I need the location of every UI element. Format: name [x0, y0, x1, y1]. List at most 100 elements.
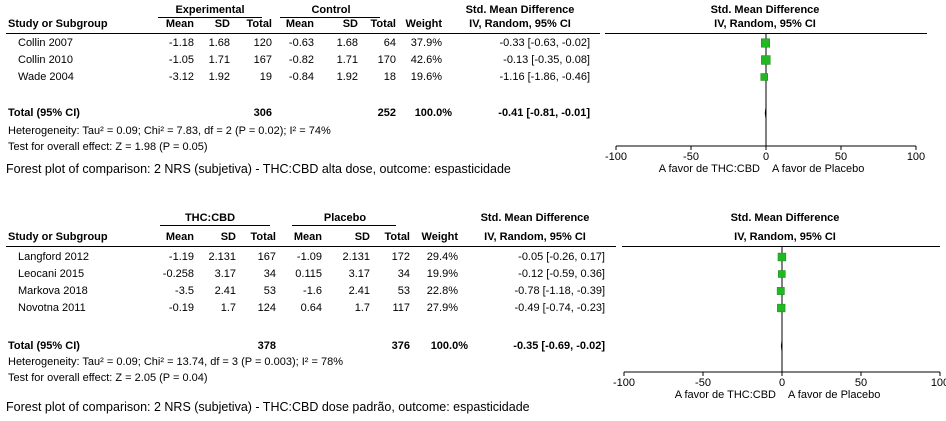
study-mean1: -0.19 — [168, 302, 194, 314]
study-mean1: -1.18 — [168, 37, 194, 49]
study-ci: -0.49 [-0.74, -0.23] — [514, 302, 606, 314]
group1-header: THC:CBD — [184, 212, 236, 224]
pooled-effect-diamond — [780, 341, 782, 351]
study-sd2: 1.92 — [336, 71, 358, 83]
study-weight: 29.4% — [426, 251, 458, 263]
study-n2: 172 — [391, 251, 410, 263]
study-mean2: -1.09 — [296, 251, 322, 263]
study-marker — [760, 73, 769, 81]
study-sd1: 3.17 — [214, 268, 236, 280]
study-n1: 53 — [263, 285, 276, 297]
study-name: Novotna 2011 — [18, 302, 86, 314]
study-ci: -0.33 [-0.63, -0.02] — [499, 37, 591, 49]
weight-header: Weight — [405, 18, 442, 30]
study-mean1: -3.5 — [175, 285, 194, 297]
study-ci: -0.12 [-0.59, 0.36] — [518, 268, 605, 280]
study-ci: -0.13 [-0.35, 0.08] — [503, 54, 590, 66]
weight-header: Weight — [421, 231, 458, 243]
study-n1: 19 — [259, 71, 272, 83]
study-mean2: -0.84 — [288, 71, 314, 83]
plot-header-rule — [622, 246, 940, 247]
effect-title-header: Std. Mean Difference — [465, 4, 575, 16]
study-column-header: Study or Subgroup — [8, 231, 108, 243]
total-label: Total (95% CI) — [8, 107, 80, 119]
x-tick-label: 50 — [855, 377, 867, 389]
sd2-header: SD — [354, 231, 370, 243]
total-n2: 252 — [377, 107, 396, 119]
study-sd2: 3.17 — [348, 268, 370, 280]
x-tick-label: 100 — [931, 377, 946, 389]
group1-header: Experimental — [175, 4, 245, 16]
study-weight: 37.9% — [410, 37, 442, 49]
x-tick-label: 0 — [763, 151, 769, 163]
study-sd2: 2.131 — [342, 251, 370, 263]
x-tick-label: -100 — [613, 377, 635, 389]
study-name: Wade 2004 — [18, 71, 74, 83]
study-sd2: 1.71 — [336, 54, 358, 66]
study-mean1: -0.258 — [162, 268, 194, 280]
study-marker — [760, 38, 771, 48]
study-n2: 170 — [377, 54, 396, 66]
total2-header: Total — [384, 231, 410, 243]
study-name: Collin 2010 — [18, 54, 74, 66]
pooled-effect-diamond — [764, 108, 766, 118]
forest-plot-standard-dose: THC:CBD Placebo Std. Mean Difference Std… — [0, 208, 946, 421]
study-mean2: -0.63 — [288, 37, 314, 49]
study-ci: -0.05 [-0.26, 0.17] — [518, 251, 605, 263]
study-sd2: 1.68 — [336, 37, 358, 49]
study-n2: 18 — [383, 71, 396, 83]
study-name: Langford 2012 — [18, 251, 89, 263]
plot-title-header: Std. Mean Difference — [730, 212, 840, 224]
total-ci: -0.41 [-0.81, -0.01] — [498, 107, 590, 119]
group2-underline — [292, 225, 396, 226]
effect-method-header: IV, Random, 95% CI — [469, 18, 571, 30]
study-sd2: 2.41 — [348, 285, 370, 297]
total1-header: Total — [250, 231, 276, 243]
favours-right-label: A favor de Placebo — [772, 163, 864, 175]
plot-method-header: IV, Random, 95% CI — [714, 18, 816, 30]
study-n1: 167 — [257, 251, 276, 263]
total-weight: 100.0% — [414, 107, 452, 119]
x-tick-label: 50 — [835, 151, 847, 163]
study-ci: -0.78 [-1.18, -0.39] — [514, 285, 606, 297]
study-weight: 19.9% — [426, 268, 458, 280]
study-sd2: 1.7 — [354, 302, 370, 314]
favours-right-label: A favor de Placebo — [788, 389, 880, 401]
study-marker — [761, 55, 771, 65]
total1-header: Total — [246, 18, 272, 30]
overall-effect-text: Test for overall effect: Z = 2.05 (P = 0… — [8, 372, 208, 384]
study-n2: 34 — [397, 268, 410, 280]
study-sd1: 1.68 — [208, 37, 230, 49]
study-weight: 22.8% — [426, 285, 458, 297]
study-n1: 124 — [257, 302, 276, 314]
x-tick-label: 100 — [907, 151, 925, 163]
total-n1: 378 — [257, 340, 276, 352]
group2-header: Placebo — [323, 212, 367, 224]
study-name: Collin 2007 — [18, 37, 74, 49]
group2-header: Control — [311, 4, 351, 16]
heterogeneity-text: Heterogeneity: Tau² = 0.09; Chi² = 7.83,… — [8, 125, 331, 137]
overall-effect-text: Test for overall effect: Z = 1.98 (P = 0… — [8, 141, 208, 153]
sd2-header: SD — [342, 18, 358, 30]
plot-header-rule — [605, 33, 927, 34]
plot-method-header: IV, Random, 95% CI — [734, 231, 836, 243]
x-tick-label: -100 — [605, 151, 627, 163]
forest-plot-high-dose: Experimental Control Std. Mean Differenc… — [0, 0, 946, 200]
effect-title-header: Std. Mean Difference — [480, 212, 590, 224]
x-tick-label: -50 — [683, 151, 699, 163]
total-label: Total (95% CI) — [8, 340, 80, 352]
study-mean1: -3.12 — [168, 71, 194, 83]
mean1-header: Mean — [165, 18, 194, 30]
forest-plot-area: -100 -50 0 50 100 A favor de THC:CBD A favor d… — [613, 247, 946, 401]
study-n1: 34 — [263, 268, 276, 280]
study-mean1: -1.19 — [168, 251, 194, 263]
study-n1: 120 — [253, 37, 272, 49]
study-sd1: 1.7 — [220, 302, 236, 314]
study-mean2: -1.6 — [303, 285, 322, 297]
x-tick-label: 0 — [779, 377, 785, 389]
total-ci: -0.35 [-0.69, -0.02] — [513, 340, 605, 352]
total-weight: 100.0% — [430, 340, 468, 352]
favours-left-label: A favor de THC:CBD — [659, 163, 760, 175]
study-weight: 27.9% — [426, 302, 458, 314]
heterogeneity-text: Heterogeneity: Tau² = 0.09; Chi² = 13.74… — [8, 356, 343, 368]
